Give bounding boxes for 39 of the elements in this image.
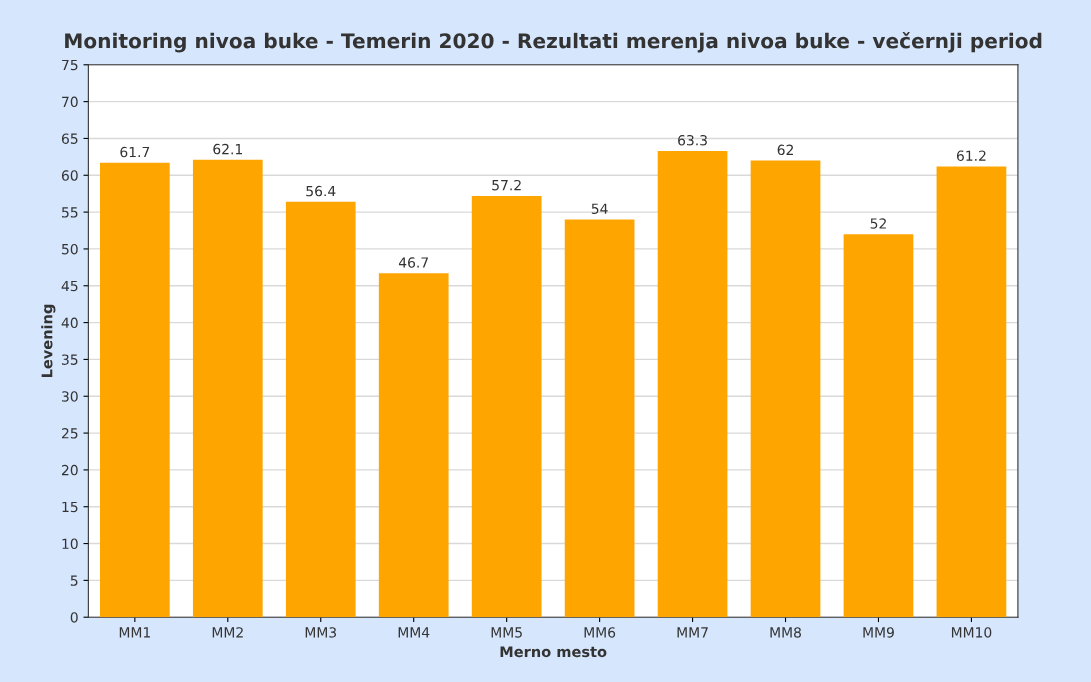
x-tick-label: MM3	[305, 627, 337, 638]
y-tick-label: 50	[62, 243, 78, 255]
data-label: 57.2	[492, 179, 521, 191]
y-tick-label: 40	[61, 317, 78, 329]
x-tick-label: MM10	[951, 627, 992, 638]
x-tick-label: MM5	[491, 627, 522, 638]
y-tick-label: 55	[62, 207, 78, 218]
x-tick-label: MM9	[863, 627, 894, 638]
data-label: 61.2	[956, 150, 986, 161]
y-tick-label: 75	[62, 59, 78, 71]
x-tick-label: MM7	[677, 627, 708, 638]
x-tick-label: MM6	[584, 627, 616, 638]
data-label: 46.7	[398, 257, 428, 268]
y-tick-label: 70	[62, 96, 78, 108]
data-label: 62.1	[213, 143, 242, 155]
data-label: 54	[591, 203, 608, 214]
data-label: 52	[870, 218, 886, 229]
y-tick-label: 20	[61, 464, 78, 476]
chart-title: Monitoring nivoa buke - Temerin 2020 - Rezultati merenja nivoa buke - večernji period	[65, 32, 1042, 53]
y-tick-label: 30	[62, 391, 78, 402]
y-tick-label: 25	[61, 428, 78, 439]
x-tick-label: MM2	[212, 627, 243, 638]
data-label: 61.7	[120, 146, 150, 158]
x-tick-label: MM4	[398, 627, 430, 638]
x-tick-label: MM8	[770, 627, 801, 638]
y-axis-title: Levening	[41, 304, 56, 378]
data-label: 62	[777, 144, 793, 156]
y-tick-label: 10	[62, 538, 78, 550]
data-label: 56.4	[306, 185, 336, 197]
y-tick-label: 35	[62, 354, 78, 365]
y-tick-label: 65	[61, 133, 78, 144]
y-tick-label: 0	[70, 612, 78, 623]
data-label: 63.3	[678, 134, 707, 146]
x-axis-title: Merno mesto	[500, 646, 607, 658]
y-tick-label: 45	[61, 280, 78, 292]
y-tick-label: 5	[70, 575, 78, 586]
y-tick-label: 60	[61, 170, 78, 181]
x-tick-label: MM1	[119, 627, 150, 638]
y-tick-label: 15	[62, 501, 78, 513]
